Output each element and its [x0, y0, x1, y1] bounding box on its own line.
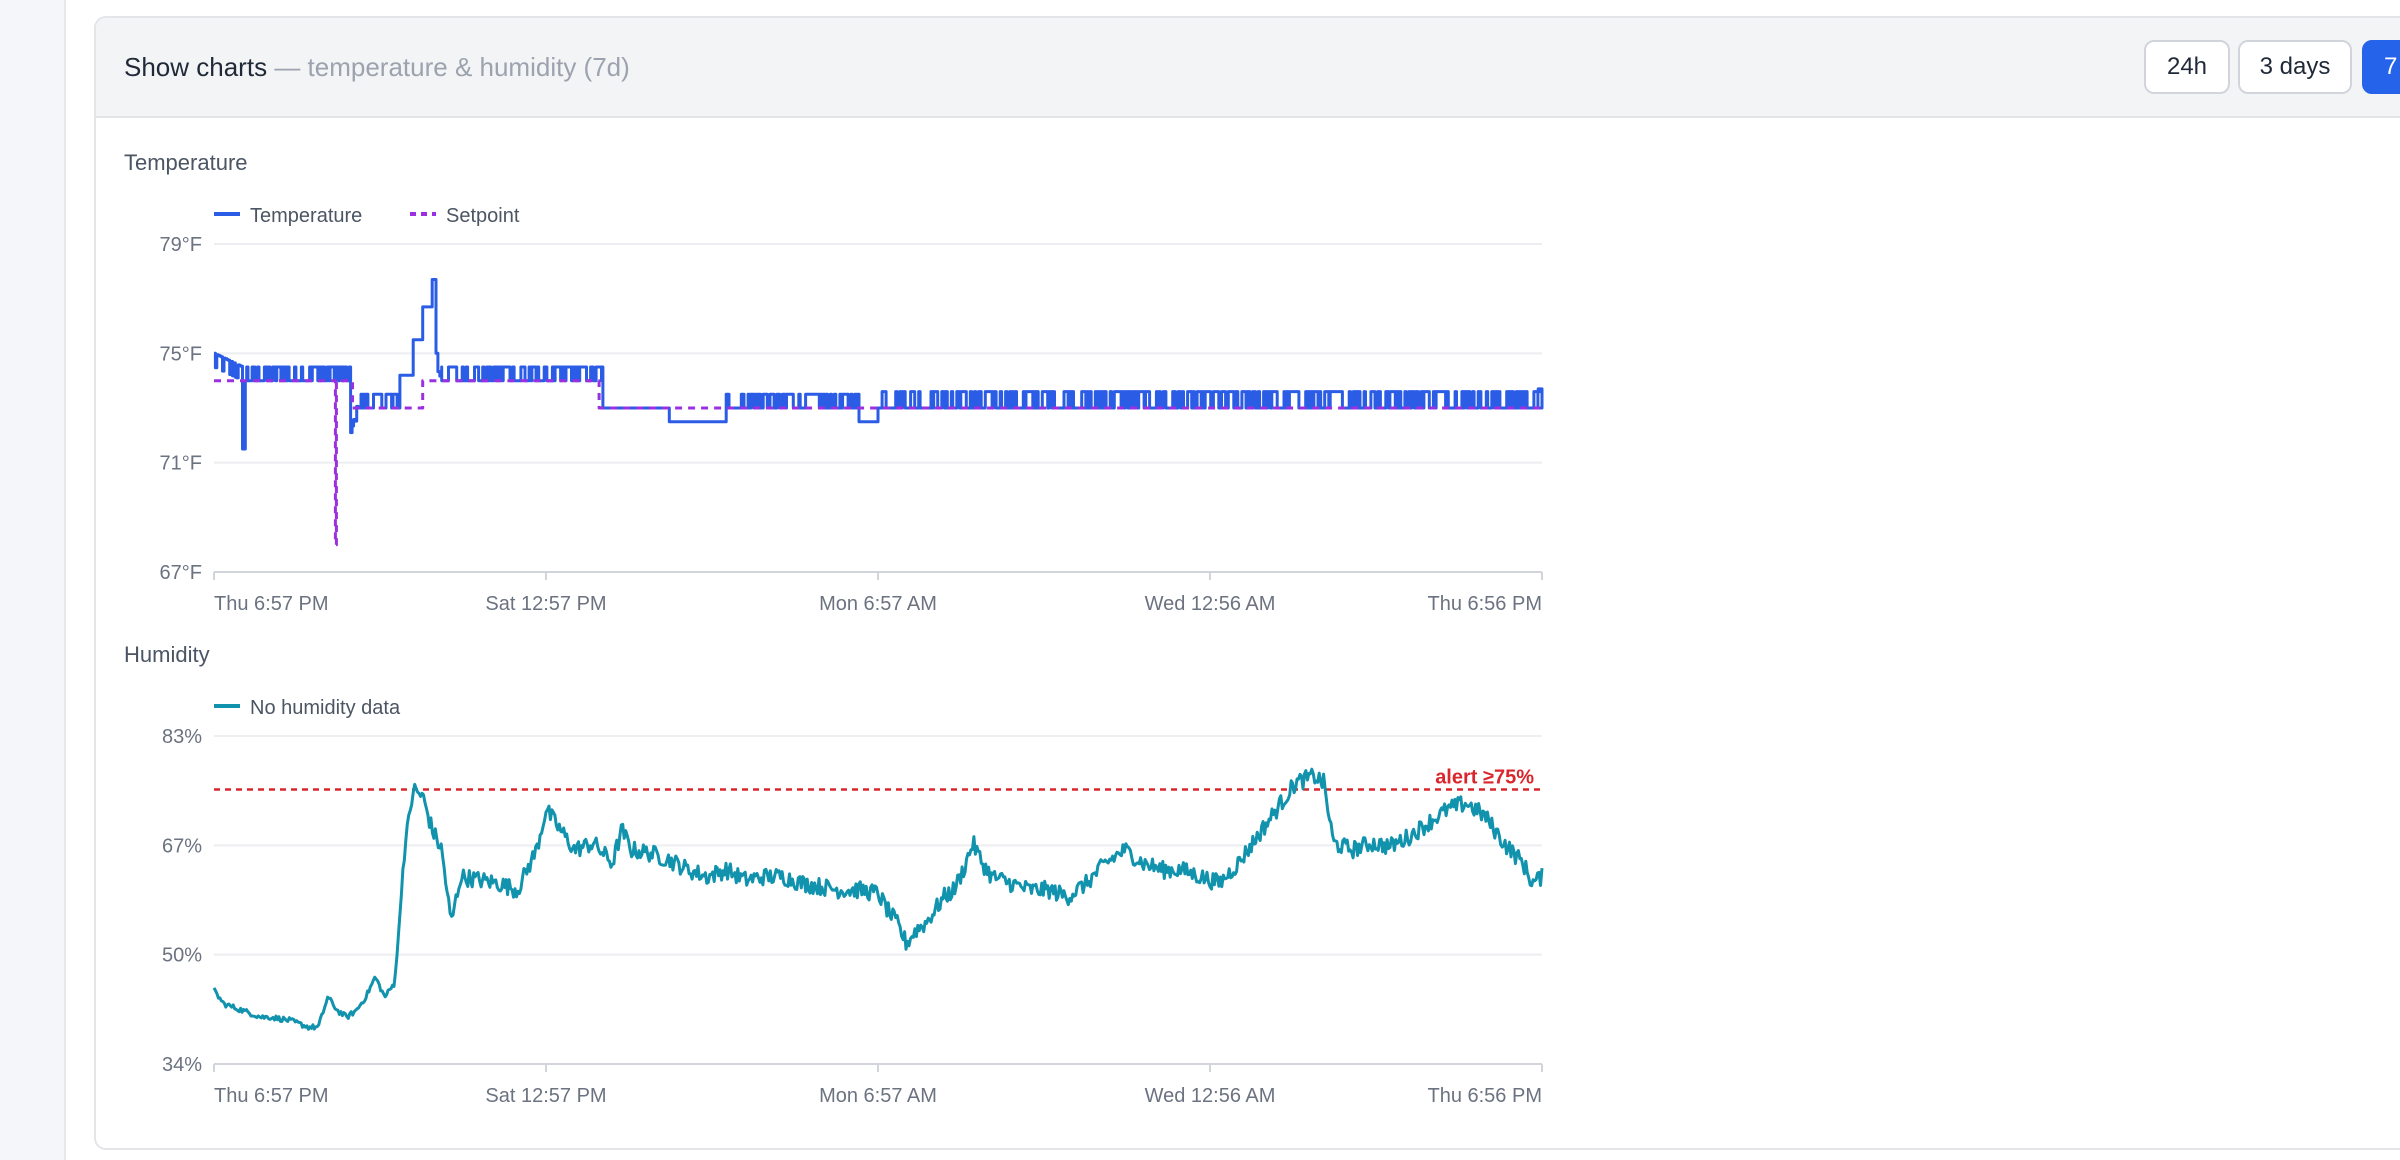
x-tick-label: Thu 6:57 PM: [214, 593, 329, 615]
x-tick-label: Sat 12:57 PM: [485, 1085, 606, 1107]
y-tick-label: 50%: [162, 945, 202, 967]
humidity-grid: [214, 735, 1542, 1065]
y-tick-label: 75°F: [160, 343, 202, 365]
range-24h-button[interactable]: 24h: [2144, 40, 2230, 94]
card-title-text: Show charts: [124, 52, 268, 82]
humidity-series-line: [212, 767, 1544, 1031]
humidity-legend: No humidity data: [214, 697, 401, 719]
temperature-chart-title: Temperature: [124, 150, 248, 175]
humidity-chart-title: Humidity: [124, 642, 210, 667]
y-tick-label: 34%: [162, 1054, 202, 1076]
x-tick-label: Thu 6:56 PM: [1427, 1085, 1542, 1107]
y-tick-label: 79°F: [160, 234, 202, 256]
y-tick-label: 67°F: [160, 562, 202, 584]
x-tick-label: Sat 12:57 PM: [485, 593, 606, 615]
legend-setpoint-label: Setpoint: [446, 205, 520, 227]
setpoint-series-line: [214, 379, 1542, 547]
legend-temperature-label: Temperature: [250, 205, 362, 227]
humidity-alert-threshold: alert ≥75%: [214, 767, 1542, 791]
x-tick-label: Thu 6:57 PM: [214, 1085, 329, 1107]
temperature-y-ticks: 79°F 75°F 71°F 67°F: [160, 234, 202, 584]
charts-card: Show charts — temperature & humidity (7d…: [94, 16, 2400, 1150]
temperature-series: [213, 278, 1544, 547]
x-tick-label: Thu 6:56 PM: [1427, 593, 1542, 615]
card-header: Show charts — temperature & humidity (7d…: [96, 18, 2400, 118]
humidity-chart: Humidity No humidity data 83% 67% 50% 34% T…: [124, 642, 1544, 1107]
temperature-x-ticks: Thu 6:57 PM Sat 12:57 PM Mon 6:57 AM Wed 12…: [213, 572, 1543, 615]
card-title[interactable]: Show charts — temperature & humidity (7d…: [124, 52, 630, 83]
x-tick-label: Mon 6:57 AM: [819, 593, 937, 615]
y-tick-label: 71°F: [160, 453, 202, 475]
y-tick-label: 67%: [162, 835, 202, 857]
y-tick-label: 83%: [162, 726, 202, 748]
temperature-legend: Temperature Setpoint: [214, 205, 520, 227]
x-tick-label: Mon 6:57 AM: [819, 1085, 937, 1107]
x-tick-label: Wed 12:56 AM: [1145, 1085, 1276, 1107]
x-tick-label: Wed 12:56 AM: [1145, 593, 1276, 615]
range-7days-button[interactable]: 7: [2362, 40, 2400, 94]
card-subtitle: — temperature & humidity (7d): [274, 52, 630, 82]
humidity-series: [212, 767, 1544, 1031]
temperature-chart: Temperature Temperature Setpoint 79°F 75°…: [124, 150, 1544, 615]
humidity-x-ticks: Thu 6:57 PM Sat 12:57 PM Mon 6:57 AM Wed 12…: [213, 1064, 1543, 1107]
left-rail: [0, 0, 66, 1160]
alert-threshold-label: alert ≥75%: [1435, 767, 1534, 789]
legend-humidity-label: No humidity data: [250, 697, 401, 719]
range-3days-button[interactable]: 3 days: [2238, 40, 2352, 94]
humidity-y-ticks: 83% 67% 50% 34%: [162, 726, 202, 1076]
